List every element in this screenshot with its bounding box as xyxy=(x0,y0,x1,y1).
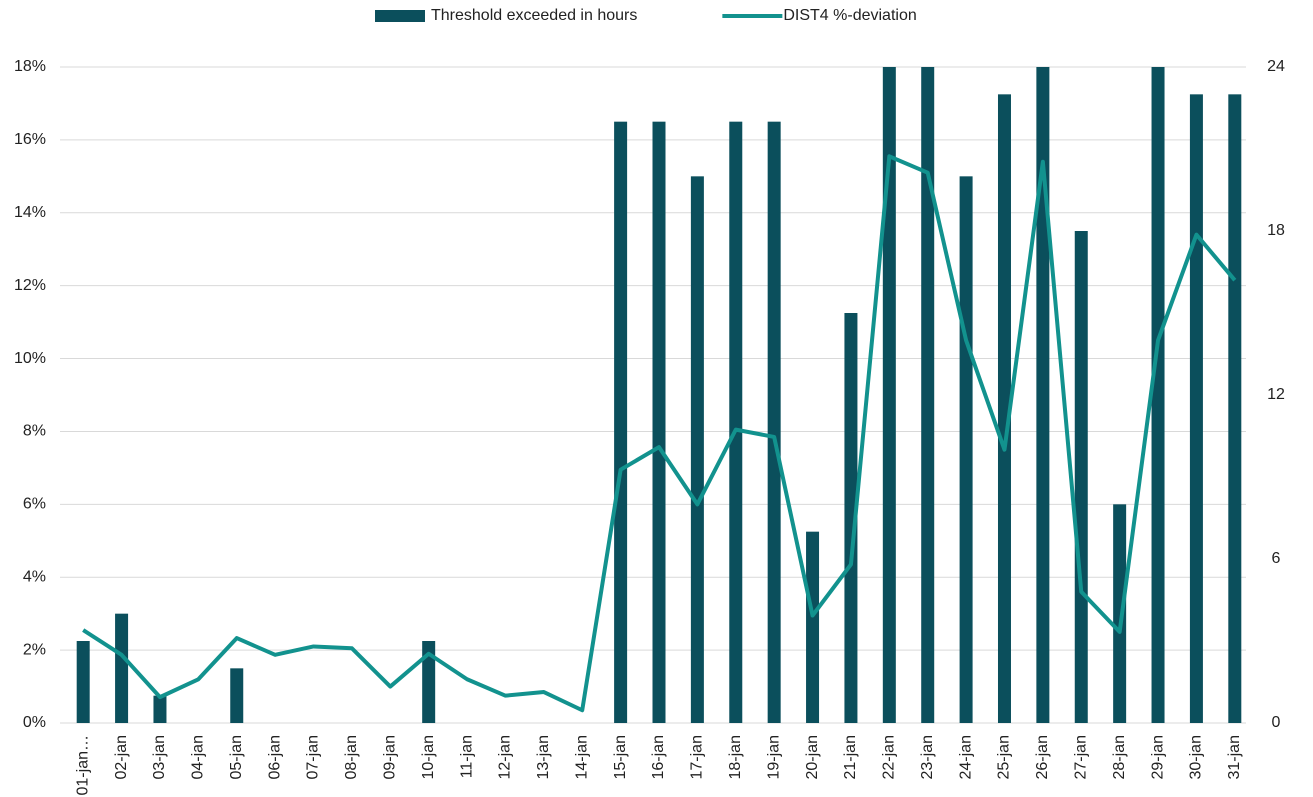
bar xyxy=(1228,94,1242,724)
y-tick-label: 0% xyxy=(23,714,46,731)
bar xyxy=(767,121,781,723)
x-tick-label: 04-jan xyxy=(190,735,207,779)
x-tick-label: 01-jan… xyxy=(74,735,91,795)
x-tick-label: 18-jan xyxy=(727,735,744,779)
x-tick-label: 20-jan xyxy=(804,735,821,779)
bar xyxy=(1036,67,1050,723)
x-tick-label: 25-jan xyxy=(996,735,1013,779)
y-tick-label: 14% xyxy=(14,204,46,221)
x-tick-label: 08-jan xyxy=(343,735,360,779)
x-tick-label: 07-jan xyxy=(305,735,322,779)
x-tick-label: 26-jan xyxy=(1034,735,1051,779)
y-tick-label: 2% xyxy=(23,641,46,658)
x-tick-label: 31-jan xyxy=(1226,735,1243,779)
y2-tick-label: 6 xyxy=(1272,550,1281,567)
y-tick-label: 6% xyxy=(23,496,46,513)
bar xyxy=(614,121,628,723)
x-tick-label: 23-jan xyxy=(919,735,936,779)
bar xyxy=(844,313,858,723)
bar xyxy=(76,641,90,723)
legend-swatch xyxy=(375,10,425,22)
bar xyxy=(115,613,129,723)
x-tick-label: 27-jan xyxy=(1072,735,1089,779)
x-tick-label: 29-jan xyxy=(1149,735,1166,779)
line xyxy=(82,154,1237,713)
y-tick-label: 4% xyxy=(23,568,46,585)
x-tick-label: 06-jan xyxy=(266,735,283,779)
x-tick-label: 02-jan xyxy=(113,735,130,779)
y2-tick-label: 24 xyxy=(1267,58,1285,75)
x-tick-label: 03-jan xyxy=(151,735,168,779)
bar xyxy=(959,176,973,724)
legend-label: DIST4 %-deviation xyxy=(783,7,916,24)
x-tick-label: 16-jan xyxy=(650,735,667,779)
y2-tick-label: 0 xyxy=(1272,714,1281,731)
y-tick-label: 10% xyxy=(14,350,46,367)
bar xyxy=(921,67,935,723)
bar xyxy=(690,176,704,724)
x-tick-label: 11-jan xyxy=(458,735,475,778)
x-tick-label: 10-jan xyxy=(420,735,437,779)
bar xyxy=(1151,67,1165,723)
x-tick-label: 28-jan xyxy=(1111,735,1128,779)
bar xyxy=(729,121,743,723)
y2-tick-label: 18 xyxy=(1267,222,1285,239)
bar xyxy=(882,67,896,723)
bar xyxy=(230,668,244,723)
x-tick-label: 12-jan xyxy=(497,735,514,779)
x-tick-label: 21-jan xyxy=(842,735,859,779)
y-tick-label: 12% xyxy=(14,277,46,294)
bar xyxy=(997,94,1011,724)
bar xyxy=(806,531,820,723)
bar xyxy=(652,121,666,723)
bar xyxy=(1074,231,1088,723)
x-tick-label: 09-jan xyxy=(382,735,399,779)
bar xyxy=(153,695,167,723)
bar xyxy=(1189,94,1203,724)
x-tick-label: 19-jan xyxy=(765,735,782,779)
y-tick-label: 18% xyxy=(14,58,46,75)
bar xyxy=(1113,504,1127,723)
x-tick-label: 13-jan xyxy=(535,735,552,779)
x-tick-label: 14-jan xyxy=(573,735,590,779)
x-tick-label: 24-jan xyxy=(957,735,974,779)
y2-tick-label: 12 xyxy=(1267,386,1285,403)
legend-label: Threshold exceeded in hours xyxy=(431,7,637,24)
x-tick-label: 22-jan xyxy=(881,735,898,779)
x-tick-label: 17-jan xyxy=(689,735,706,779)
bar xyxy=(422,641,436,723)
x-tick-label: 15-jan xyxy=(612,735,629,779)
x-tick-label: 05-jan xyxy=(228,735,245,779)
x-tick-label: 30-jan xyxy=(1188,735,1205,779)
y-tick-label: 16% xyxy=(14,131,46,148)
y-tick-label: 8% xyxy=(23,423,46,440)
